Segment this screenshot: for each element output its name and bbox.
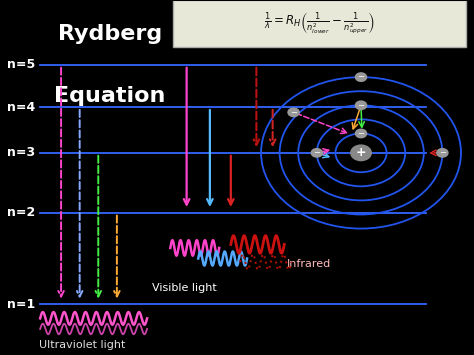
FancyBboxPatch shape xyxy=(173,0,465,47)
Circle shape xyxy=(437,149,448,157)
Text: Ultraviolet light: Ultraviolet light xyxy=(39,340,125,350)
Circle shape xyxy=(356,101,366,110)
Text: Visible light: Visible light xyxy=(152,283,217,294)
Text: $\frac{1}{\lambda} = R_H \left(\frac{1}{n^2_{lower}} - \frac{1}{n^2_{upper}}\rig: $\frac{1}{\lambda} = R_H \left(\frac{1}{… xyxy=(264,10,374,36)
Text: n=1: n=1 xyxy=(7,298,36,311)
Circle shape xyxy=(356,73,366,81)
Circle shape xyxy=(311,149,322,157)
Text: Equation: Equation xyxy=(54,86,165,106)
Text: −: − xyxy=(357,101,365,110)
Text: n=3: n=3 xyxy=(8,146,36,159)
Circle shape xyxy=(351,145,371,160)
Text: n=4: n=4 xyxy=(7,100,36,114)
Circle shape xyxy=(356,129,366,138)
Text: −: − xyxy=(439,148,446,157)
Circle shape xyxy=(288,108,299,116)
Text: n=2: n=2 xyxy=(7,206,36,219)
Text: Infrared: Infrared xyxy=(287,259,331,269)
Text: −: − xyxy=(357,129,365,138)
Text: −: − xyxy=(313,148,320,157)
Text: Rydberg: Rydberg xyxy=(58,24,162,44)
Text: −: − xyxy=(357,73,365,82)
Text: +: + xyxy=(356,146,366,159)
Text: n=5: n=5 xyxy=(7,58,36,71)
Text: −: − xyxy=(290,108,297,117)
